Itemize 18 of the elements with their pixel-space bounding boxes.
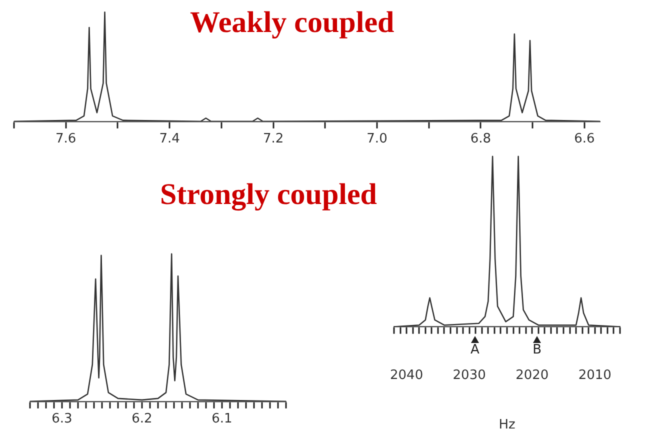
x-tick-label: 2030 [452,368,486,383]
x-tick-label: 6.3 [52,412,72,427]
chart-title: Strongly coupled [160,178,377,212]
x-tick-label: 6.6 [574,132,595,147]
chart-title: Weakly coupled [190,6,394,40]
annotation: B [532,342,542,358]
x-tick-label: 7.0 [366,132,388,147]
x-axis-title: Hz [498,418,516,433]
x-tick-label: 7.4 [159,132,180,147]
x-tick-label: 6.2 [132,412,152,427]
x-tick-label: 2040 [390,368,424,383]
x-tick-label: 2020 [516,368,549,383]
x-tick-label: 7.6 [56,132,76,147]
x-tick-label: 6.8 [470,132,492,147]
x-tick-label: 6.1 [212,412,232,427]
x-tick-label: 2010 [578,368,612,383]
annotation: A [470,342,480,358]
x-tick-label: 7.2 [262,132,284,147]
